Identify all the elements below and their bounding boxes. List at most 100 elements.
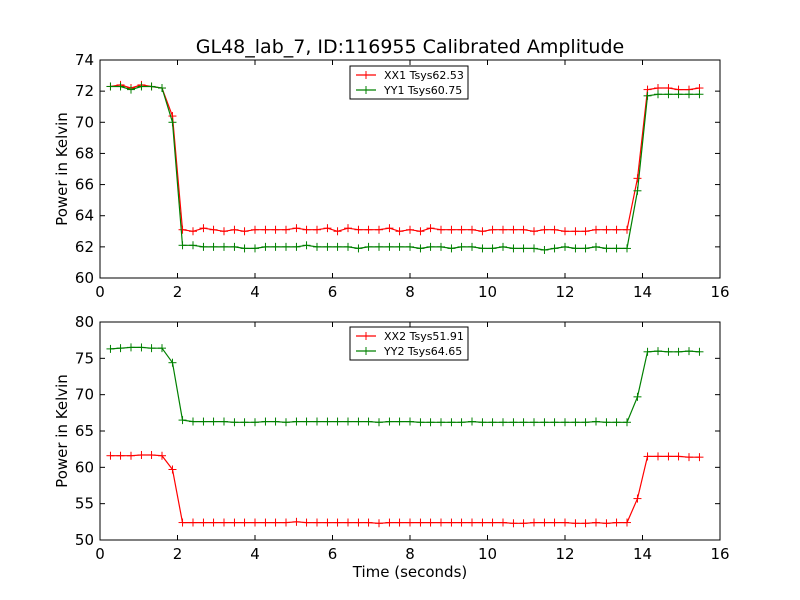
data-point — [623, 518, 631, 527]
data-point — [292, 517, 301, 526]
data-point — [199, 417, 208, 426]
x-tick-label: 0 — [95, 283, 105, 301]
data-point — [633, 186, 642, 195]
data-point — [540, 225, 549, 234]
data-point — [674, 90, 683, 99]
data-point — [571, 227, 580, 236]
data-point — [530, 518, 538, 527]
data-point — [561, 242, 569, 251]
data-point — [313, 242, 321, 251]
data-point — [581, 227, 590, 236]
data-point — [468, 417, 476, 426]
data-point — [364, 225, 373, 234]
x-tick-label: 0 — [95, 545, 105, 563]
data-point — [571, 244, 580, 253]
data-point — [685, 90, 693, 99]
x-tick-label: 6 — [328, 283, 338, 301]
data-point — [220, 242, 228, 251]
data-point — [437, 225, 445, 234]
data-point — [499, 225, 507, 234]
data-point — [478, 418, 487, 427]
data-point — [209, 417, 218, 426]
data-point — [623, 418, 631, 427]
legend-label: YY1 Tsys60.75 — [383, 84, 462, 97]
data-point — [654, 452, 662, 461]
data-point — [178, 225, 187, 234]
data-point — [395, 227, 404, 236]
legend-item: XX1 Tsys62.53 — [356, 69, 464, 82]
data-point — [530, 418, 538, 427]
data-point — [623, 244, 631, 253]
data-point — [251, 518, 259, 527]
data-point — [561, 418, 569, 427]
data-point — [116, 82, 125, 91]
legend-frame — [349, 326, 469, 361]
y-axis-label: Power in Kelvin — [53, 112, 71, 226]
data-point — [395, 242, 404, 251]
data-point — [302, 518, 311, 527]
data-point — [540, 245, 549, 254]
data-point — [106, 344, 115, 353]
data-point — [271, 242, 280, 251]
data-point — [375, 225, 383, 234]
data-point — [344, 242, 352, 251]
data-point — [313, 417, 321, 426]
y-tick-label: 66 — [75, 176, 94, 194]
data-point — [550, 225, 559, 234]
series-line — [110, 454, 700, 524]
data-point — [499, 418, 507, 427]
data-point — [354, 417, 363, 426]
data-point — [602, 418, 611, 427]
data-point — [116, 344, 125, 353]
data-point — [437, 242, 445, 251]
data-point — [168, 358, 177, 367]
data-point — [189, 227, 197, 236]
data-point — [189, 241, 197, 250]
data-point — [509, 519, 518, 528]
data-point — [333, 227, 342, 236]
data-point — [602, 244, 611, 253]
data-point — [561, 227, 569, 236]
data-point — [519, 225, 528, 234]
data-point — [147, 450, 156, 459]
data-point — [695, 453, 704, 462]
data-point — [271, 518, 280, 527]
series-xx2 — [106, 450, 704, 528]
data-point — [674, 347, 683, 356]
data-point — [406, 225, 414, 234]
data-point — [199, 224, 208, 233]
data-point — [189, 518, 197, 527]
data-point — [426, 418, 435, 427]
data-point — [426, 242, 435, 251]
data-point — [364, 242, 373, 251]
data-point — [209, 225, 218, 234]
legend-item: XX2 Tsys51.91 — [356, 330, 464, 343]
data-point — [271, 225, 280, 234]
data-point — [220, 518, 228, 527]
data-point — [509, 225, 518, 234]
data-point — [209, 518, 218, 527]
data-point — [509, 244, 518, 253]
data-point — [499, 518, 507, 527]
data-point — [282, 242, 290, 251]
data-point — [282, 518, 290, 527]
data-point — [685, 347, 693, 356]
data-point — [168, 465, 177, 474]
y-tick-label: 62 — [75, 238, 94, 256]
data-point — [168, 118, 177, 127]
data-point — [664, 90, 673, 99]
x-tick-label: 16 — [710, 283, 729, 301]
data-point — [127, 451, 135, 460]
data-point — [406, 242, 414, 251]
data-point — [478, 518, 487, 527]
data-point — [468, 242, 476, 251]
data-point — [447, 225, 456, 234]
data-point — [457, 225, 466, 234]
x-tick-label: 12 — [555, 545, 574, 563]
data-point — [364, 518, 373, 527]
y-tick-label: 70 — [75, 386, 94, 404]
data-point — [550, 244, 559, 253]
chart-title: GL48_lab_7, ID:116955 Calibrated Amplitu… — [196, 36, 624, 58]
